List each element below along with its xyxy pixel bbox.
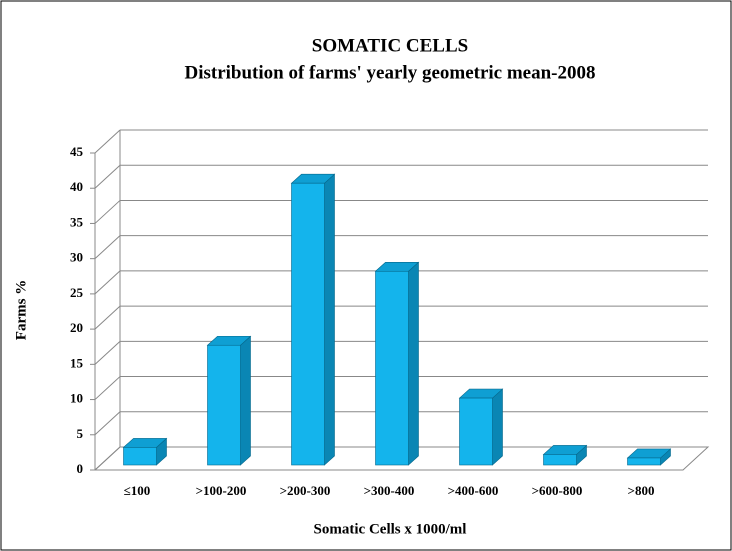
y-tick-label: 0 <box>77 461 84 476</box>
bar-front <box>543 454 577 466</box>
x-tick-label: >400-600 <box>448 483 499 498</box>
y-tick-label: 10 <box>70 391 83 406</box>
y-tick-label: 20 <box>70 320 83 335</box>
x-tick-label: >600-800 <box>532 483 583 498</box>
grid-line <box>94 200 121 224</box>
bar-front <box>375 270 409 466</box>
x-tick-label: ≤100 <box>124 483 151 498</box>
bar-front <box>291 182 325 466</box>
bar-side <box>240 335 251 466</box>
bar-side <box>324 173 335 466</box>
grid-line <box>94 446 121 471</box>
bar-front <box>459 397 493 466</box>
bar-front <box>123 447 157 466</box>
grid-line <box>94 129 121 154</box>
bar-front <box>627 457 661 466</box>
bar <box>542 444 588 466</box>
y-tick-label: 45 <box>70 144 84 159</box>
x-tick-label: >100-200 <box>196 483 247 498</box>
chart-subtitle: Distribution of farms' yearly geometric … <box>184 62 595 83</box>
y-tick-label: 25 <box>70 285 84 300</box>
y-tick-label: 35 <box>70 214 84 229</box>
bar-side <box>492 388 503 466</box>
y-tick-label: 40 <box>70 179 83 194</box>
y-tick-label: 30 <box>70 250 83 265</box>
bar-front <box>207 344 241 466</box>
grid-line <box>94 376 121 400</box>
y-tick-label: 5 <box>77 426 84 441</box>
grid-line <box>94 411 121 436</box>
bar <box>374 261 420 466</box>
bar <box>458 388 504 466</box>
x-tick-label: >200-300 <box>280 483 331 498</box>
grid-line <box>94 270 121 295</box>
x-axis-title: Somatic Cells x 1000/ml <box>314 521 467 537</box>
bar <box>290 173 336 466</box>
bar <box>122 437 168 466</box>
grid-line <box>94 235 121 260</box>
bar-side <box>408 261 419 466</box>
grid-line <box>94 340 121 365</box>
y-axis-title: Farms % <box>13 280 29 340</box>
x-tick-label: >800 <box>628 483 655 498</box>
y-tick-label: 15 <box>70 355 84 370</box>
bar <box>206 335 252 466</box>
grid-line <box>94 164 121 189</box>
chart-title: SOMATIC CELLS <box>312 35 468 56</box>
bar <box>626 448 672 466</box>
x-tick-label: >300-400 <box>364 483 415 498</box>
grid-line <box>94 305 121 330</box>
